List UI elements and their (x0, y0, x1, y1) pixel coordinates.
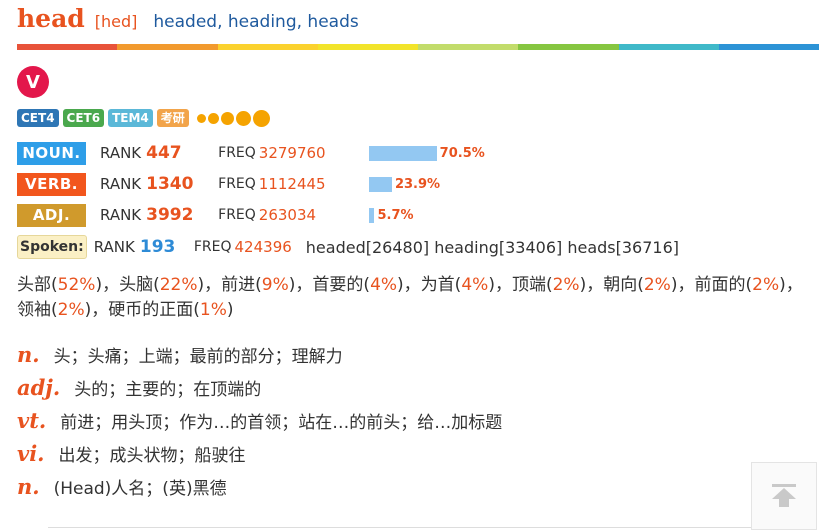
star-dot-icon (235, 110, 251, 126)
word-forms[interactable]: headed, heading, heads (153, 12, 359, 32)
sense-percent: 2% (552, 275, 580, 295)
sense-percent: 2% (752, 275, 780, 295)
share-bar-fill (369, 207, 375, 223)
definition-item: n. (Head)人名；(英)黑德 (17, 470, 502, 503)
exam-tags: CET4 CET6 TEM4 考研 (17, 109, 270, 127)
freq-label: FREQ (218, 207, 256, 223)
tag-cet6: CET6 (62, 109, 105, 127)
star-dot-icon (252, 109, 270, 127)
sense-text: 顶端( (511, 275, 553, 295)
rainbow-divider (17, 44, 819, 50)
vocabulary-badge-icon: V (17, 66, 49, 98)
rainbow-segment (718, 44, 819, 50)
sense-text: 领袖( (17, 300, 58, 320)
pos-stat-row-noun: NOUN. RANK 447 FREQ 3279760 (17, 141, 359, 165)
definition-item: adj. 头的；主要的；在顶端的 (17, 371, 502, 404)
sense-percent: 4% (370, 275, 398, 295)
rainbow-segment (217, 44, 318, 50)
share-bar-fill (369, 176, 392, 192)
rank-label: RANK (100, 175, 142, 193)
rainbow-segment (518, 44, 619, 50)
arrow-up-to-top-icon (772, 484, 796, 507)
rank-label: RANK (100, 206, 142, 224)
sense-text: 朝向( (603, 275, 644, 295)
sense-percent: 2% (643, 275, 671, 295)
definition-gloss: 出发；成头状物；船驶往 (58, 446, 246, 466)
bottom-divider (48, 527, 751, 528)
tag-tem4: TEM4 (108, 109, 153, 127)
entry-header: head [hed] headed, heading, heads (17, 4, 359, 38)
definition-pos: n. (17, 474, 40, 499)
rainbow-segment (317, 44, 418, 50)
definition-gloss: (Head)人名；(英)黑德 (53, 479, 227, 499)
rank-label: RANK (100, 144, 142, 162)
star-dot-icon (207, 112, 219, 124)
headword: head (17, 4, 85, 33)
sense-text: 前进( (221, 275, 262, 295)
definition-item: n. 头；头痛；上端；最前的部分；理解力 (17, 338, 502, 371)
share-bar-verb: 23.9% (369, 176, 440, 192)
definition-item: vi. 出发；成头状物；船驶往 (17, 437, 502, 470)
tag-kaoyan: 考研 (156, 109, 189, 127)
share-percent: 23.9% (394, 176, 441, 192)
rainbow-segment (618, 44, 719, 50)
spoken-stat-row: Spoken: RANK 193 FREQ 424396 headed[2648… (17, 234, 679, 260)
sense-percent: 4% (461, 275, 489, 295)
rainbow-segment (117, 44, 218, 50)
pos-label-adj: ADJ. (17, 203, 86, 227)
rank-value: 1340 (146, 174, 194, 194)
share-percent: 5.7% (377, 207, 414, 223)
definition-pos: vt. (17, 408, 47, 433)
sense-percent: 22% (159, 275, 198, 295)
pos-label-verb: VERB. (17, 172, 86, 196)
sense-percent: 2% (57, 300, 85, 320)
definition-pos: vi. (17, 441, 45, 466)
pos-stat-row-adj: ADJ. RANK 3992 FREQ 263034 (17, 203, 359, 227)
phonetic: [hed] (94, 12, 138, 31)
share-bar-noun: 70.5% (369, 145, 485, 161)
definition-pos: n. (17, 342, 40, 367)
freq-label: FREQ (218, 145, 256, 161)
rainbow-segment (17, 44, 118, 50)
sense-text: 为首( (420, 275, 462, 295)
star-dot-icon (196, 113, 206, 123)
freq-value: 3279760 (258, 144, 326, 162)
frequency-stars (196, 109, 270, 127)
share-bar-adj: 5.7% (369, 207, 414, 223)
sense-percent: 52% (57, 275, 96, 295)
sense-percent: 1% (199, 300, 227, 320)
spoken-label: Spoken: (17, 235, 87, 259)
definition-pos: adj. (17, 375, 61, 400)
sense-text: 硬币的正面( (108, 300, 200, 320)
pos-stat-row-verb: VERB. RANK 1340 FREQ 1112445 (17, 172, 359, 196)
pos-label-noun: NOUN. (17, 141, 86, 165)
sense-text: 头部( (17, 275, 58, 295)
rank-value: 3992 (146, 205, 194, 225)
spoken-word-forms: headed[26480] heading[33406] heads[36716… (305, 237, 680, 257)
definition-gloss: 头的；主要的；在顶端的 (74, 380, 262, 400)
tag-cet4: CET4 (17, 109, 59, 127)
sense-text: 首要的( (312, 275, 371, 295)
freq-value: 1112445 (258, 175, 326, 193)
freq-value: 263034 (258, 206, 317, 224)
definition-gloss: 前进；用头顶；作为…的首领；站在…的前头；给…加标题 (60, 413, 503, 433)
share-bar-fill (369, 145, 437, 161)
rank-value: 193 (139, 237, 176, 257)
back-to-top-button[interactable] (751, 462, 817, 530)
sense-text: 前面的( (694, 275, 753, 295)
definition-gloss: 头；头痛；上端；最前的部分；理解力 (53, 347, 343, 367)
rainbow-segment (418, 44, 519, 50)
freq-label: FREQ (193, 239, 232, 255)
rank-label: RANK (93, 238, 135, 256)
definition-list: n. 头；头痛；上端；最前的部分；理解力 adj. 头的；主要的；在顶端的 vt… (17, 338, 502, 503)
sense-text: 头脑( (119, 275, 160, 295)
definition-item: vt. 前进；用头顶；作为…的首领；站在…的前头；给…加标题 (17, 404, 502, 437)
sense-percent: 9% (261, 275, 289, 295)
sense-distribution: 头部(52%)，头脑(22%)，前进(9%)，首要的(4%)，为首(4%)，顶端… (17, 275, 803, 320)
share-percent: 70.5% (439, 145, 485, 161)
star-dot-icon (220, 111, 234, 125)
freq-value: 424396 (234, 238, 292, 256)
freq-label: FREQ (218, 176, 256, 192)
rank-value: 447 (146, 143, 182, 163)
